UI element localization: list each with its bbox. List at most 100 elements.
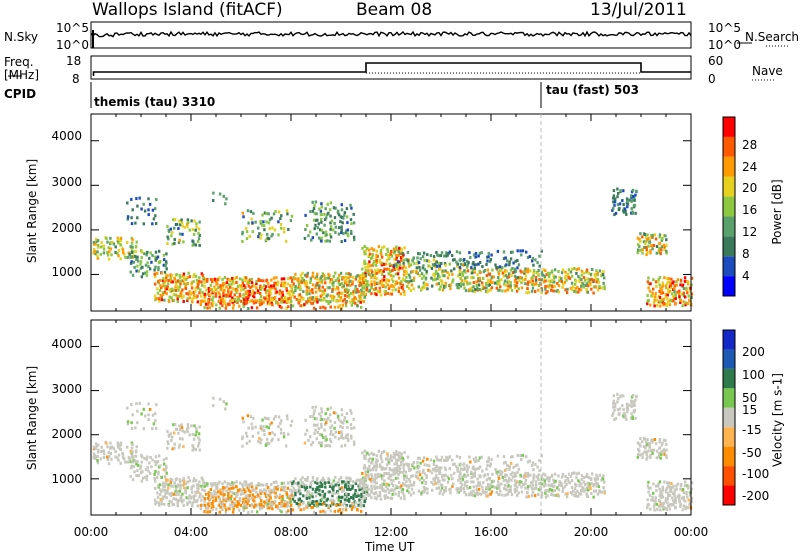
power-cell: [340, 276, 344, 279]
power-cell: [492, 275, 495, 279]
velocity-cell: [565, 483, 568, 486]
power-cell: [542, 268, 545, 272]
velocity-cell: [392, 452, 396, 455]
velocity-cell: [300, 485, 304, 488]
nsearch-tick-top: 10^5: [708, 21, 741, 35]
velocity-cell: [255, 486, 258, 490]
velocity-cell: [191, 432, 195, 436]
power-cell: [631, 210, 634, 214]
power-cell: [341, 285, 344, 289]
velocity-cell: [322, 502, 325, 506]
velocity-cell: [475, 484, 478, 488]
power-cell: [572, 285, 575, 289]
power-cell: [172, 288, 176, 292]
velocity-cell: [358, 483, 361, 487]
power-cell: [580, 273, 583, 277]
velocity-cell: [662, 448, 666, 452]
power-cell: [509, 257, 513, 261]
power-cell: [480, 251, 483, 255]
velocity-cell: [540, 482, 544, 486]
power-cell: [503, 279, 507, 283]
velocity-cell: [154, 486, 157, 490]
velocity-cell: [626, 407, 630, 411]
velocity-cell: [271, 507, 274, 511]
power-cell: [311, 291, 314, 295]
power-cell: [320, 213, 323, 216]
power-cell: [337, 276, 340, 280]
power-cell: [367, 248, 371, 252]
power-cell: [229, 294, 232, 298]
velocity-cell: [107, 450, 110, 454]
velocity-cell: [548, 487, 552, 491]
power-cell: [121, 251, 125, 255]
velocity-cell: [396, 453, 400, 457]
velocity-cell: [299, 508, 302, 512]
velocity-cell: [206, 510, 209, 514]
power-cell: [172, 218, 175, 222]
power-cell: [164, 273, 168, 277]
power-cell: [568, 277, 572, 281]
power-cell: [161, 279, 165, 282]
power-cell: [365, 288, 368, 292]
velocity-cell: [377, 475, 381, 478]
velocity-cell: [645, 457, 648, 461]
power-cell: [266, 232, 269, 236]
power-cell: [223, 276, 227, 279]
velocity-cell: [664, 506, 667, 510]
power-cell: [347, 280, 350, 284]
velocity-cell: [146, 465, 149, 469]
velocity-cell: [477, 483, 480, 487]
velocity-cell: [202, 503, 205, 507]
power-cell: [440, 282, 444, 286]
power-cell: [657, 280, 660, 284]
velocity-cell: [194, 494, 197, 498]
power-cell: [534, 281, 538, 285]
velocity-cell: [362, 478, 365, 482]
power-cell: [233, 293, 236, 297]
power-cell: [542, 280, 546, 284]
power-cell: [187, 271, 190, 275]
power-cell: [373, 282, 376, 286]
power-cell: [285, 306, 288, 310]
velocity-cell: [647, 486, 651, 490]
power-cell: [537, 269, 540, 272]
power-cell: [444, 284, 447, 288]
velocity-cell: [372, 467, 375, 470]
power-cell: [397, 264, 401, 268]
power-cell: [486, 259, 489, 263]
power-cell: [164, 278, 168, 282]
velocity-cell: [394, 476, 398, 480]
power-cell: [166, 285, 169, 289]
power-cell: [258, 298, 262, 302]
power-cell: [672, 280, 675, 284]
power-cell: [490, 253, 493, 257]
velocity-cell: [325, 503, 328, 507]
power-cell: [670, 277, 673, 281]
power-cell: [415, 266, 418, 270]
power-cell: [370, 280, 373, 284]
velocity-cell: [167, 442, 170, 446]
velocity-cell: [186, 501, 189, 505]
velocity-cell: [459, 488, 463, 492]
power-cell: [442, 284, 446, 288]
power-cell: [248, 293, 251, 297]
power-cell: [135, 197, 138, 201]
power-cell: [498, 265, 502, 269]
power-cell: [346, 232, 350, 236]
power-cell: [380, 252, 383, 256]
velocity-cell: [292, 486, 295, 490]
velocity-cell: [313, 503, 316, 507]
power-cell: [345, 299, 348, 303]
velocity-cell: [349, 484, 352, 487]
power-cell: [137, 269, 140, 273]
power-cell: [612, 206, 615, 210]
power-cell: [470, 276, 473, 280]
velocity-cell: [160, 475, 163, 479]
power-cell: [497, 270, 500, 274]
velocity-cell: [448, 455, 451, 459]
velocity-cell: [468, 492, 471, 496]
velocity-cell: [311, 500, 315, 504]
velocity-cell: [281, 485, 285, 489]
velocity-cell: [186, 430, 189, 434]
power-cell: [421, 255, 425, 259]
